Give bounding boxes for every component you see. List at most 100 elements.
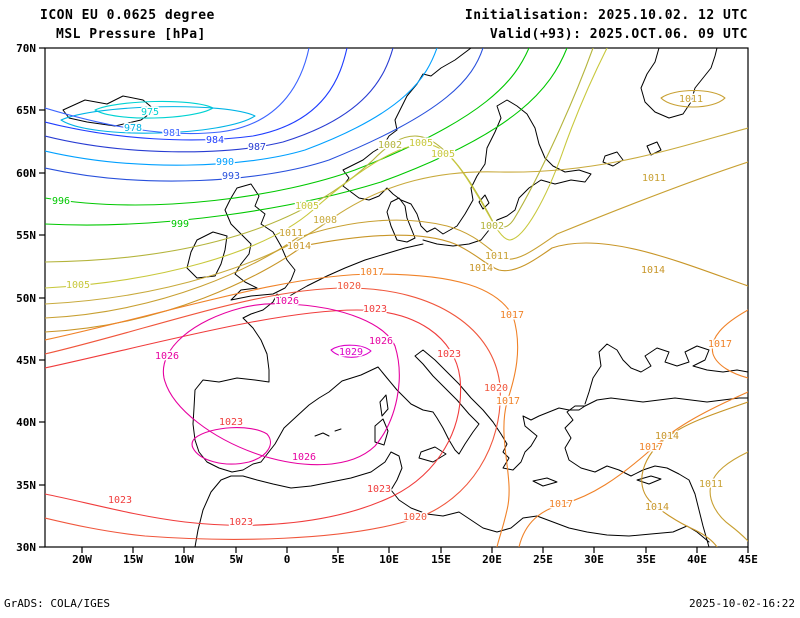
contour-label: 1014 xyxy=(287,241,311,252)
contour-label: 1005 xyxy=(431,149,455,160)
x-axis-labels: 20W 15W 10W 5W 0 5E 10E 15E 20E 25E 30E 35E 40E 45E xyxy=(72,553,758,566)
coast-great-britain xyxy=(224,183,296,301)
contour-label: 1026 xyxy=(369,336,393,347)
y-tick-label: 40N xyxy=(16,416,36,429)
contour-label: 1011 xyxy=(485,251,509,262)
coast-continental-europe xyxy=(192,243,710,547)
contour-label: 1005 xyxy=(295,201,319,212)
y-tick-label: 60N xyxy=(16,167,36,180)
contour-981 xyxy=(45,48,310,135)
contour-984 xyxy=(45,48,348,141)
contour-label: 1011 xyxy=(699,479,723,490)
coast-black-sea xyxy=(584,343,748,407)
contour-label: 987 xyxy=(248,142,266,153)
contour-1026-main xyxy=(162,303,400,466)
contour-label: 1005 xyxy=(409,138,433,149)
coast-lake-ladoga xyxy=(602,151,624,167)
x-tick-label: 5W xyxy=(229,553,243,566)
contour-1017-main xyxy=(45,273,519,547)
x-tick-label: 0 xyxy=(284,553,291,566)
contour-1008 xyxy=(45,127,748,305)
y-tick-label: 50N xyxy=(16,292,36,305)
contour-1020 xyxy=(45,287,501,540)
x-tick-label: 40E xyxy=(687,553,707,566)
coast-jutland xyxy=(386,197,416,243)
contour-label: 1020 xyxy=(403,512,427,523)
contour-label: 1023 xyxy=(108,495,132,506)
contour-label: 984 xyxy=(206,135,224,146)
contour-label: 1017 xyxy=(500,310,524,321)
contour-996 xyxy=(45,48,530,206)
y-tick-label: 55N xyxy=(16,229,36,242)
x-tick-label: 30E xyxy=(584,553,604,566)
contour-1005 xyxy=(45,48,608,289)
contour-label: 1023 xyxy=(437,349,461,360)
contour-label: 1023 xyxy=(363,304,387,315)
contour-1011-southeast xyxy=(709,451,748,542)
coast-sardinia xyxy=(374,418,389,446)
contour-990 xyxy=(45,48,438,166)
contour-993 xyxy=(45,48,484,182)
pressure-contours xyxy=(45,48,748,547)
contour-1017-east xyxy=(711,309,748,379)
x-tick-label: 15E xyxy=(431,553,451,566)
y-tick-label: 45N xyxy=(16,354,36,367)
x-tick-label: 5E xyxy=(331,553,344,566)
contour-1014 xyxy=(45,234,748,333)
coast-iceland xyxy=(62,95,156,127)
coast-gotland xyxy=(478,194,490,210)
y-tick-label: 30N xyxy=(16,541,36,554)
contour-1011-high-loop xyxy=(660,90,726,108)
y-tick-label: 35N xyxy=(16,479,36,492)
contour-label: 1023 xyxy=(229,517,253,528)
coast-ireland xyxy=(186,231,228,279)
coast-cyprus xyxy=(636,475,662,485)
contour-label: 1017 xyxy=(496,396,520,407)
grads-credit: GrADS: COLA/IGES xyxy=(4,597,110,610)
contour-label: 993 xyxy=(222,171,240,182)
contour-label: 1002 xyxy=(480,221,504,232)
coast-corsica xyxy=(379,394,389,417)
coast-scandinavia-baltic xyxy=(342,48,592,247)
coast-north-africa xyxy=(194,451,710,547)
contour-label: 978 xyxy=(124,123,142,134)
x-tick-label: 10W xyxy=(174,553,194,566)
contour-label: 1026 xyxy=(292,452,316,463)
init-time: Initialisation: 2025.10.02. 12 UTC xyxy=(464,8,748,23)
contour-label: 1011 xyxy=(679,94,703,105)
contour-1023 xyxy=(45,309,462,526)
contour-label: 1017 xyxy=(639,442,663,453)
contour-label: 996 xyxy=(52,196,70,207)
contour-label: 1014 xyxy=(641,265,665,276)
contour-label: 1017 xyxy=(360,267,384,278)
contour-label: 1014 xyxy=(655,431,679,442)
contour-label: 1014 xyxy=(645,502,669,513)
axis-ticks xyxy=(39,47,749,553)
contour-1011 xyxy=(45,161,748,319)
contour-label: 1011 xyxy=(642,173,666,184)
contour-label: 1005 xyxy=(66,280,90,291)
creation-timestamp: 2025-10-02-16:22 xyxy=(689,597,795,610)
contour-label: 981 xyxy=(163,128,181,139)
contour-label: 1017 xyxy=(549,499,573,510)
contour-label: 990 xyxy=(216,157,234,168)
contour-1026-spain xyxy=(191,427,271,465)
contour-987 xyxy=(45,48,394,153)
contour-1002 xyxy=(45,48,594,263)
contour-label: 975 xyxy=(141,107,159,118)
contour-label: 1002 xyxy=(378,140,402,151)
y-axis-labels: 70N 65N 60N 55N 50N 45N 40N 35N 30N xyxy=(16,42,36,554)
contour-label: 1011 xyxy=(279,228,303,239)
x-tick-label: 20E xyxy=(482,553,502,566)
coast-crete xyxy=(532,477,558,487)
coast-lake-onega xyxy=(646,141,662,156)
contour-999 xyxy=(45,48,568,226)
contour-label: 1026 xyxy=(275,296,299,307)
contour-978 xyxy=(60,106,256,134)
x-tick-label: 25E xyxy=(533,553,553,566)
x-tick-label: 15W xyxy=(123,553,143,566)
contour-label: 1008 xyxy=(313,215,337,226)
coast-balearics xyxy=(314,428,342,437)
